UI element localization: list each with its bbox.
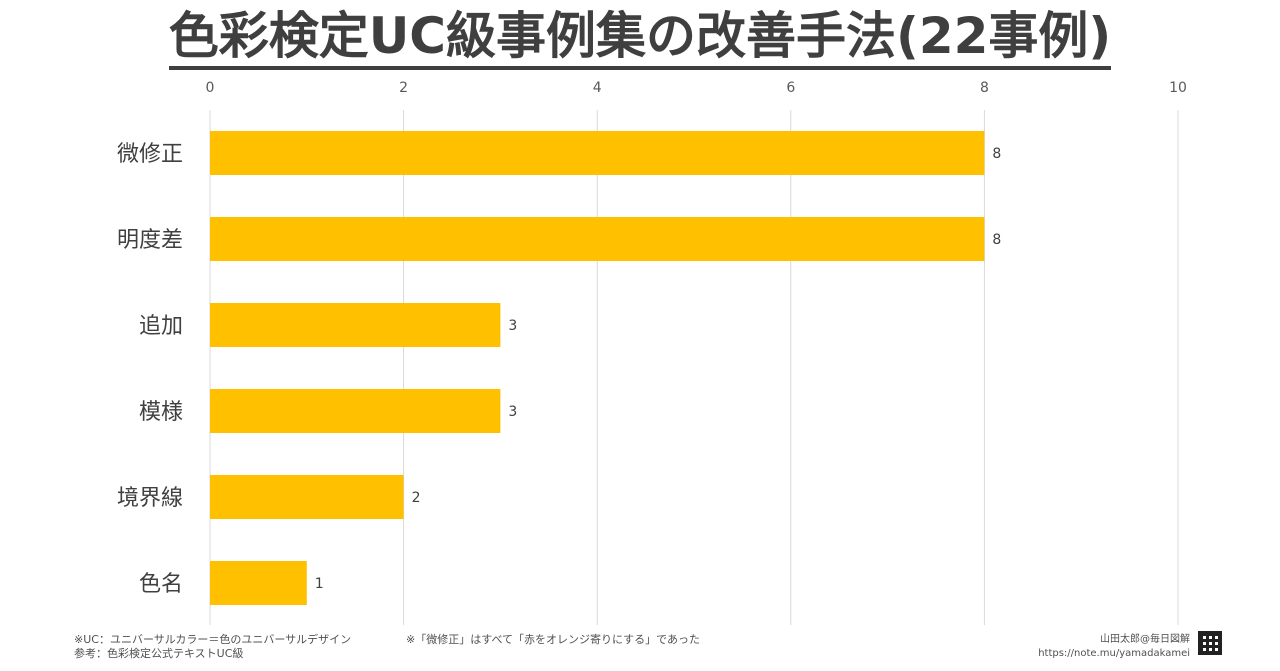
x-tick-label: 4 [593, 80, 602, 96]
chart-title: 色彩検定UC級事例集の改善手法(22事例) [0, 6, 1280, 70]
data-label: 3 [508, 318, 517, 334]
data-label: 8 [992, 232, 1001, 248]
category-label: 境界線 [117, 486, 183, 511]
category-label: 微修正 [117, 142, 183, 167]
footer-url[interactable]: https://note.mu/yamadakamei [1038, 648, 1190, 659]
category-label: 色名 [139, 572, 183, 597]
footer-author: 山田太郎@毎日図解 [1100, 634, 1190, 645]
footer-source-note: 参考：色彩検定公式テキストUC級 [74, 647, 244, 660]
footer-credit: 山田太郎@毎日図解 https://note.mu/yamadakamei [1038, 633, 1190, 661]
x-tick-label: 2 [399, 80, 408, 96]
x-tick-label: 8 [980, 80, 989, 96]
bar [210, 217, 985, 261]
x-tick-label: 0 [206, 80, 215, 96]
data-label: 2 [412, 490, 421, 506]
data-label: 8 [992, 146, 1001, 162]
category-label: 明度差 [117, 228, 183, 253]
data-label: 1 [315, 576, 324, 592]
bar [210, 561, 307, 605]
qr-code-icon [1198, 631, 1222, 655]
bar [210, 389, 501, 433]
data-label: 3 [508, 404, 517, 420]
footer-uc-note: ※UC：ユニバーサルカラー＝色のユニバーサルデザイン [74, 633, 352, 646]
bar [210, 303, 501, 347]
chart-title-text: 色彩検定UC級事例集の改善手法(22事例) [168, 7, 1112, 70]
category-label: 模様 [139, 400, 183, 425]
footer-fix-note: ※「微修正」はすべて「赤をオレンジ寄りにする」であった [406, 633, 701, 646]
bar [210, 475, 404, 519]
category-label: 追加 [139, 314, 183, 339]
x-tick-label: 10 [1169, 80, 1187, 96]
x-tick-label: 6 [786, 80, 795, 96]
footer-notes: ※UC：ユニバーサルカラー＝色のユニバーサルデザイン 参考：色彩検定公式テキスト… [74, 633, 351, 661]
bar [210, 131, 985, 175]
